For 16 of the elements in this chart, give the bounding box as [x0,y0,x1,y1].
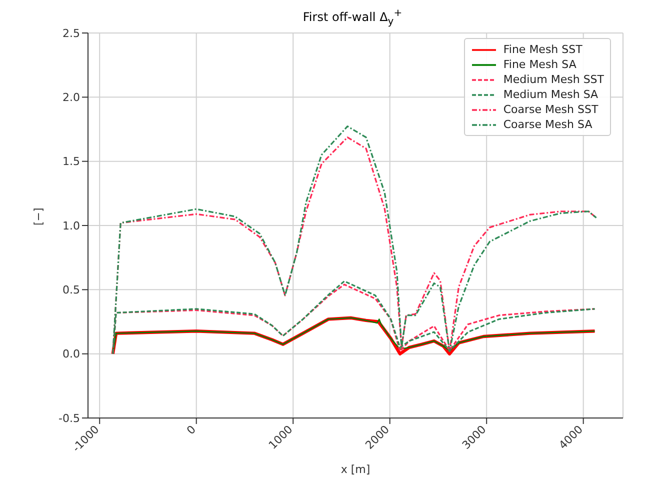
x-tick-label: 0 [184,422,198,438]
y-tick-label: 0.0 [62,348,80,361]
y-tick-label: 2.0 [62,91,80,104]
x-axis-title: x [m] [340,463,370,476]
y-tick-label: 1.0 [62,219,80,232]
y-tick-label: 1.5 [62,155,80,168]
y-axis-title: [−] [32,208,45,226]
legend-label: Medium Mesh SST [503,72,604,87]
y-tick-label: -0.5 [58,412,80,425]
legend-label: Medium Mesh SA [503,87,598,102]
legend-label: Fine Mesh SA [503,57,576,72]
y-tick-label: 2.5 [62,26,80,40]
legend-label: Coarse Mesh SA [503,117,592,132]
y-tick-label: 0.5 [62,284,80,297]
legend-label: Coarse Mesh SST [503,102,598,117]
legend-label: Fine Mesh SST [503,42,582,57]
